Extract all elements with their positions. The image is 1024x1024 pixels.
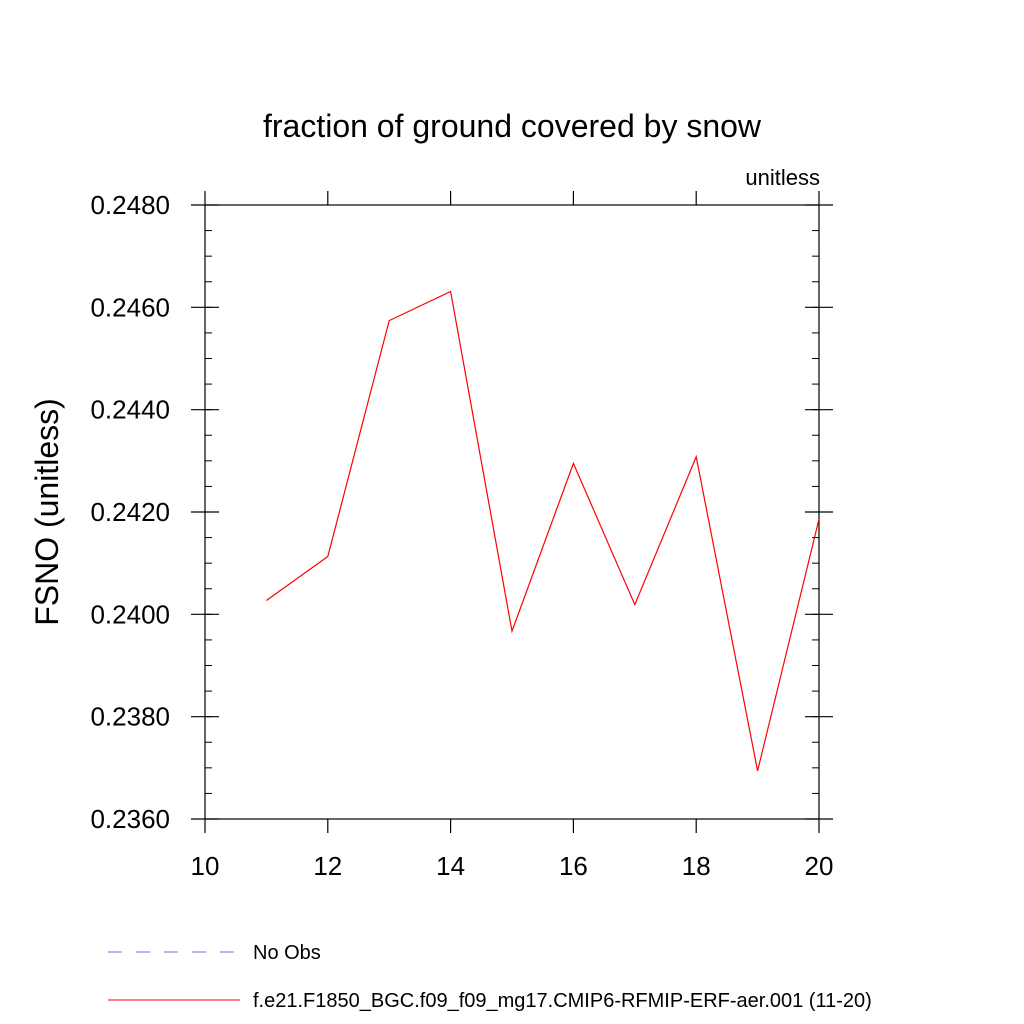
legend-label-1: No Obs — [253, 942, 321, 964]
y-tick-label: 0.2460 — [90, 292, 170, 322]
y-tick-label: 0.2480 — [90, 190, 170, 220]
tick-labels: 10 12 14 16 18 20 0.2360 0.2380 0.2400 0.2420 0.24… — [90, 190, 833, 881]
x-tick-label: 14 — [436, 851, 465, 881]
series-line — [266, 290, 820, 772]
plot-frame — [204, 204, 820, 820]
x-tick-label: 10 — [191, 851, 220, 881]
x-tick-label: 20 — [805, 851, 834, 881]
units-label: unitless — [745, 165, 820, 190]
legend-label-2: f.e21.F1850_BGC.f09_f09_mg17.CMIP6-RFMIP… — [253, 990, 872, 1012]
y-tick-label: 0.2360 — [90, 804, 170, 834]
legend: No Obs f.e21.F1850_BGC.f09_f09_mg17.CMIP6… — [108, 942, 872, 1012]
series-layer — [266, 290, 820, 772]
axis-ticks — [191, 191, 833, 833]
x-tick-label: 16 — [559, 851, 588, 881]
x-tick-label: 18 — [682, 851, 711, 881]
chart-title: fraction of ground covered by snow — [263, 108, 762, 144]
x-tick-label: 12 — [313, 851, 342, 881]
y-tick-label: 0.2440 — [90, 395, 170, 425]
y-axis-label: FSNO (unitless) — [29, 398, 65, 626]
y-tick-label: 0.2420 — [90, 497, 170, 527]
y-tick-label: 0.2400 — [90, 599, 170, 629]
y-tick-label: 0.2380 — [90, 702, 170, 732]
